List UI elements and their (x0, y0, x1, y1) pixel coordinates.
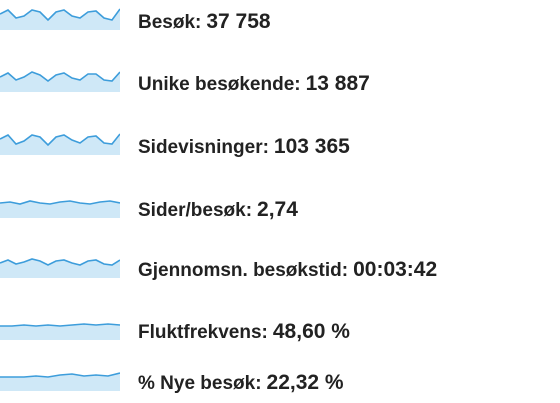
metric-row: Sidevisninger: 103 365 (0, 127, 560, 167)
metric-row: % Nye besøk: 22,32 % (0, 363, 560, 403)
metric: Sidevisninger: 103 365 (138, 127, 350, 167)
sparkline (0, 133, 120, 155)
metric-row: Fluktfrekvens: 48,60 % (0, 312, 560, 352)
metric-label: Sider/besøk: (138, 200, 253, 221)
metric-label: Fluktfrekvens: (138, 322, 268, 343)
metric-value: 22,32 % (266, 371, 344, 394)
metric: Unike besøkende: 13 887 (138, 64, 370, 104)
metric-row: Gjennomsn. besøkstid: 00:03:42 (0, 250, 560, 290)
metric-value: 48,60 % (272, 320, 350, 343)
sparkline (0, 258, 120, 278)
metric-value: 103 365 (273, 135, 350, 158)
metric: Sider/besøk: 2,74 (138, 190, 298, 230)
metric-label: Besøk: (138, 12, 202, 33)
metric-row: Sider/besøk: 2,74 (0, 190, 560, 230)
sparkline (0, 200, 120, 218)
metric-label: Gjennomsn. besøkstid: (138, 260, 349, 281)
sparkline (0, 372, 120, 391)
metric-label: Sidevisninger: (138, 137, 269, 158)
metric: Besøk: 37 758 (138, 2, 271, 42)
metric-value: 37 758 (206, 10, 271, 33)
metric: Gjennomsn. besøkstid: 00:03:42 (138, 250, 437, 290)
sparkline (0, 8, 120, 30)
metric-value: 13 887 (305, 72, 370, 95)
metric-value: 2,74 (257, 198, 298, 221)
metric-row: Besøk: 37 758 (0, 2, 560, 42)
metric-value: 00:03:42 (353, 258, 438, 281)
sparkline (0, 323, 120, 340)
metric-label: % Nye besøk: (138, 373, 262, 394)
metric-row: Unike besøkende: 13 887 (0, 64, 560, 104)
metric: % Nye besøk: 22,32 % (138, 363, 344, 403)
metric: Fluktfrekvens: 48,60 % (138, 312, 350, 352)
metric-label: Unike besøkende: (138, 74, 301, 95)
sparkline (0, 71, 120, 92)
